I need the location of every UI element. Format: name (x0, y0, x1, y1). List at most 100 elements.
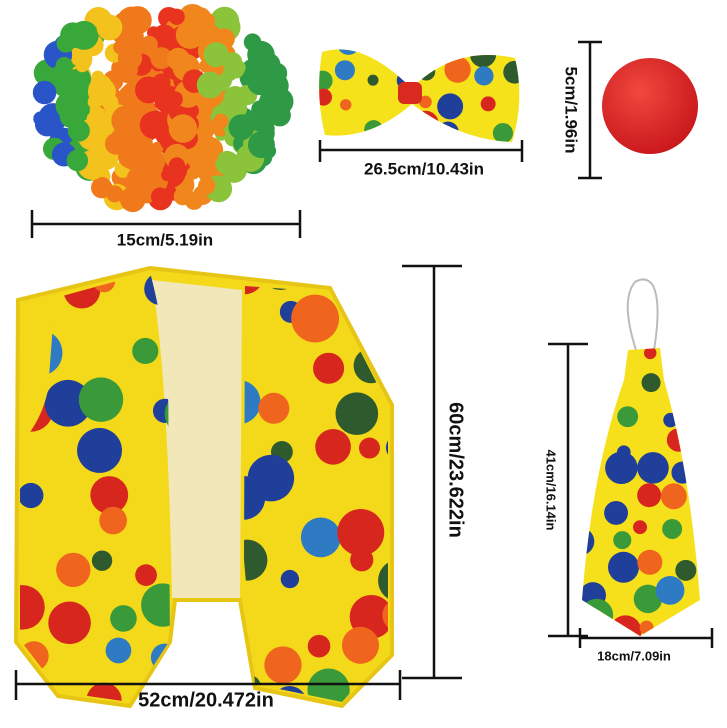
wig-curl (215, 150, 240, 176)
polka-dot (582, 459, 593, 481)
wig-curl (196, 71, 224, 99)
polka-dot (319, 137, 332, 143)
polka-dot (56, 552, 91, 588)
polka-dot (608, 551, 639, 583)
polka-dot (675, 559, 697, 581)
wig-curl (118, 146, 139, 167)
wig-curl (34, 112, 60, 137)
polka-dot (662, 519, 683, 539)
bow-tie-knot (398, 82, 422, 104)
wig-curl (150, 47, 173, 70)
polka-dot (585, 442, 598, 455)
polka-dot (637, 549, 663, 575)
wig-curl (69, 33, 84, 48)
polka-dot (641, 373, 661, 393)
polka-dot (319, 70, 333, 91)
polka-dot (707, 428, 722, 443)
wig-curl (69, 67, 92, 90)
wig-curl (265, 87, 294, 116)
polka-dot (637, 452, 669, 484)
polka-dot (365, 683, 385, 702)
polka-dot (300, 517, 341, 558)
polka-dot (77, 427, 123, 473)
wig-curl (119, 86, 134, 101)
polka-dot (673, 348, 700, 365)
polka-dot (319, 88, 332, 106)
polka-dot (437, 93, 464, 120)
polka-dot (696, 374, 700, 398)
polka-dot (671, 461, 694, 484)
polka-dot (633, 584, 663, 614)
wig-curl (166, 47, 190, 71)
polka-dot (401, 380, 428, 407)
polka-dot (336, 49, 361, 55)
wig-curl (113, 40, 128, 55)
wig-curl (198, 177, 216, 195)
polka-dot (643, 348, 657, 360)
polka-dot (258, 392, 290, 424)
polka-dot (413, 49, 433, 60)
polka-dot (633, 520, 648, 535)
wig-curl (87, 77, 116, 106)
polka-dot (582, 370, 596, 400)
wig-curl (58, 96, 87, 125)
wig-curl (157, 26, 170, 39)
polka-dot (400, 49, 418, 53)
polka-dot (637, 483, 662, 508)
wig-curl (168, 114, 198, 143)
polka-dot (660, 483, 687, 510)
polka-dot (474, 66, 494, 86)
wig-curl (249, 57, 262, 70)
wig-curl (141, 149, 166, 174)
wig-curl (111, 105, 141, 135)
polka-dot (337, 508, 385, 556)
polka-dot (412, 110, 439, 137)
wig-curl (213, 113, 229, 129)
dimension-label: 15cm/5.19in (117, 230, 213, 249)
polka-dot (388, 344, 423, 379)
polka-dot (371, 49, 392, 62)
wig-curl (173, 187, 192, 206)
polka-dot (341, 626, 379, 664)
polka-dot (44, 379, 92, 427)
polka-dot (582, 527, 595, 556)
polka-dot (291, 294, 340, 343)
polka-dot (187, 645, 211, 669)
dimension-label: 26.5cm/10.43in (364, 159, 484, 178)
polka-dot (264, 646, 302, 684)
polka-dot (382, 599, 388, 632)
wig-curl (111, 127, 132, 148)
wig-curl (106, 185, 124, 203)
polka-dot (666, 428, 691, 452)
polka-dot (492, 123, 514, 143)
wig-curl (122, 62, 138, 78)
wig-curl (140, 35, 158, 54)
wig-curl (75, 58, 90, 73)
wig-curl (198, 12, 216, 30)
polka-dot (655, 575, 685, 605)
polka-dot (110, 605, 137, 632)
polka-dot (247, 454, 295, 502)
polka-dot (132, 337, 159, 365)
polka-dot (703, 340, 720, 357)
wig-curl (55, 56, 73, 75)
polka-dot (703, 470, 717, 484)
wig-curl (150, 187, 169, 206)
polka-dot (90, 476, 129, 514)
wig-curl (166, 91, 183, 108)
polka-dot (313, 352, 345, 384)
polka-dot (436, 49, 464, 62)
polka-dot (582, 404, 608, 438)
polka-dot (20, 272, 39, 299)
polka-dot (91, 550, 113, 571)
polka-dot (173, 599, 217, 643)
wig-curl (203, 42, 229, 68)
polka-dot (78, 377, 124, 422)
wig-curl (152, 73, 171, 92)
wig-curl (126, 165, 153, 192)
wig-curl (223, 85, 247, 110)
tie-string (626, 278, 659, 351)
wig-curl (32, 80, 57, 105)
polka-dot (417, 62, 436, 81)
